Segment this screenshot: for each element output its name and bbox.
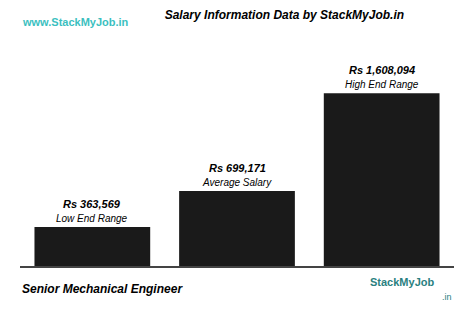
svg-text:www.StackMyJob.in: www.StackMyJob.in	[22, 16, 129, 28]
svg-text:Senior Mechanical Engineer: Senior Mechanical Engineer	[22, 282, 183, 296]
svg-text:Rs 1,608,094: Rs 1,608,094	[349, 64, 415, 76]
svg-text:Average Salary: Average Salary	[202, 177, 272, 188]
svg-text:Salary Information Data by Sta: Salary Information Data by StackMyJob.in	[165, 8, 404, 22]
svg-text:Low End Range: Low End Range	[56, 213, 128, 224]
svg-text:Rs 699,171: Rs 699,171	[209, 162, 266, 174]
svg-text:.in: .in	[442, 292, 452, 302]
svg-text:StackMyJob: StackMyJob	[370, 276, 434, 288]
svg-text:High End Range: High End Range	[345, 79, 419, 90]
svg-text:Rs 363,569: Rs 363,569	[63, 198, 121, 210]
